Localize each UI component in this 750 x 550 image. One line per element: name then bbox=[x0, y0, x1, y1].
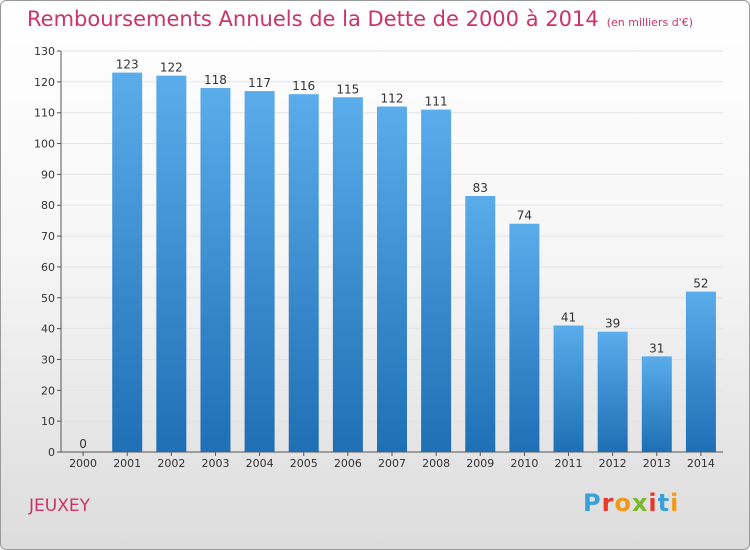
x-tick-label: 2002 bbox=[157, 457, 185, 470]
bar-value-label: 39 bbox=[605, 317, 620, 331]
commune-name: JEUXEY bbox=[29, 496, 90, 516]
x-tick-label: 2001 bbox=[113, 457, 141, 470]
proxiti-logo: Proxiti bbox=[583, 489, 679, 517]
bar bbox=[641, 356, 672, 452]
bar bbox=[332, 97, 363, 453]
bar-value-label: 122 bbox=[160, 61, 183, 75]
chart-unit: (en milliers d'€) bbox=[606, 16, 693, 29]
y-tick-label: 80 bbox=[41, 199, 55, 212]
y-tick-label: 40 bbox=[41, 323, 55, 336]
y-tick-label: 50 bbox=[41, 292, 55, 305]
bar-value-label: 117 bbox=[248, 76, 271, 90]
bar bbox=[156, 75, 187, 452]
bar bbox=[112, 72, 143, 452]
bar-value-label: 111 bbox=[425, 95, 448, 109]
x-tick-label: 2004 bbox=[246, 457, 274, 470]
x-tick-label: 2009 bbox=[466, 457, 494, 470]
x-tick-label: 2005 bbox=[290, 457, 318, 470]
bar bbox=[421, 109, 452, 452]
y-tick-label: 10 bbox=[41, 415, 55, 428]
y-tick-label: 120 bbox=[34, 76, 55, 89]
bar-value-label: 123 bbox=[116, 58, 139, 72]
bar-value-label: 0 bbox=[79, 437, 87, 451]
y-tick-label: 70 bbox=[41, 230, 55, 243]
y-tick-label: 110 bbox=[34, 107, 55, 120]
x-tick-label: 2000 bbox=[69, 457, 97, 470]
x-tick-label: 2003 bbox=[201, 457, 229, 470]
y-tick-label: 100 bbox=[34, 138, 55, 151]
y-tick-label: 20 bbox=[41, 384, 55, 397]
x-tick-label: 2011 bbox=[555, 457, 583, 470]
bar bbox=[288, 94, 319, 452]
y-tick-label: 30 bbox=[41, 353, 55, 366]
logo-letter: x bbox=[631, 489, 649, 517]
bar-value-label: 41 bbox=[561, 311, 576, 325]
logo-letter: r bbox=[601, 489, 615, 517]
x-tick-label: 2006 bbox=[334, 457, 362, 470]
bar bbox=[685, 291, 716, 452]
chart-title: Remboursements Annuels de la Dette de 20… bbox=[27, 7, 693, 31]
x-tick-label: 2008 bbox=[422, 457, 450, 470]
bar-value-label: 74 bbox=[517, 209, 532, 223]
bar bbox=[244, 91, 275, 452]
bar bbox=[200, 88, 231, 452]
x-tick-label: 2013 bbox=[643, 457, 671, 470]
chart-title-text: Remboursements Annuels de la Dette de 20… bbox=[27, 7, 599, 31]
x-tick-label: 2007 bbox=[378, 457, 406, 470]
y-tick-label: 0 bbox=[48, 446, 55, 459]
bar bbox=[553, 325, 584, 452]
y-tick-label: 130 bbox=[34, 45, 55, 58]
bar-value-label: 118 bbox=[204, 73, 227, 87]
bar-value-label: 83 bbox=[473, 181, 488, 195]
logo-letter: i bbox=[648, 489, 658, 517]
bar-value-label: 115 bbox=[336, 82, 359, 96]
y-tick-label: 90 bbox=[41, 168, 55, 181]
bar bbox=[465, 195, 496, 452]
x-tick-label: 2014 bbox=[687, 457, 715, 470]
bar-value-label: 112 bbox=[381, 92, 404, 106]
bar bbox=[377, 106, 407, 453]
bar-value-label: 52 bbox=[693, 277, 708, 291]
bar bbox=[509, 223, 540, 452]
x-tick-label: 2012 bbox=[599, 457, 627, 470]
logo-letter: t bbox=[657, 489, 671, 517]
y-tick-label: 60 bbox=[41, 261, 55, 274]
bar-value-label: 116 bbox=[292, 79, 315, 93]
logo-letter: P bbox=[583, 489, 602, 517]
x-tick-label: 2010 bbox=[510, 457, 538, 470]
bar-value-label: 31 bbox=[649, 341, 664, 355]
bar bbox=[597, 331, 628, 452]
logo-letter: i bbox=[670, 489, 680, 517]
logo-letter: o bbox=[614, 489, 632, 517]
